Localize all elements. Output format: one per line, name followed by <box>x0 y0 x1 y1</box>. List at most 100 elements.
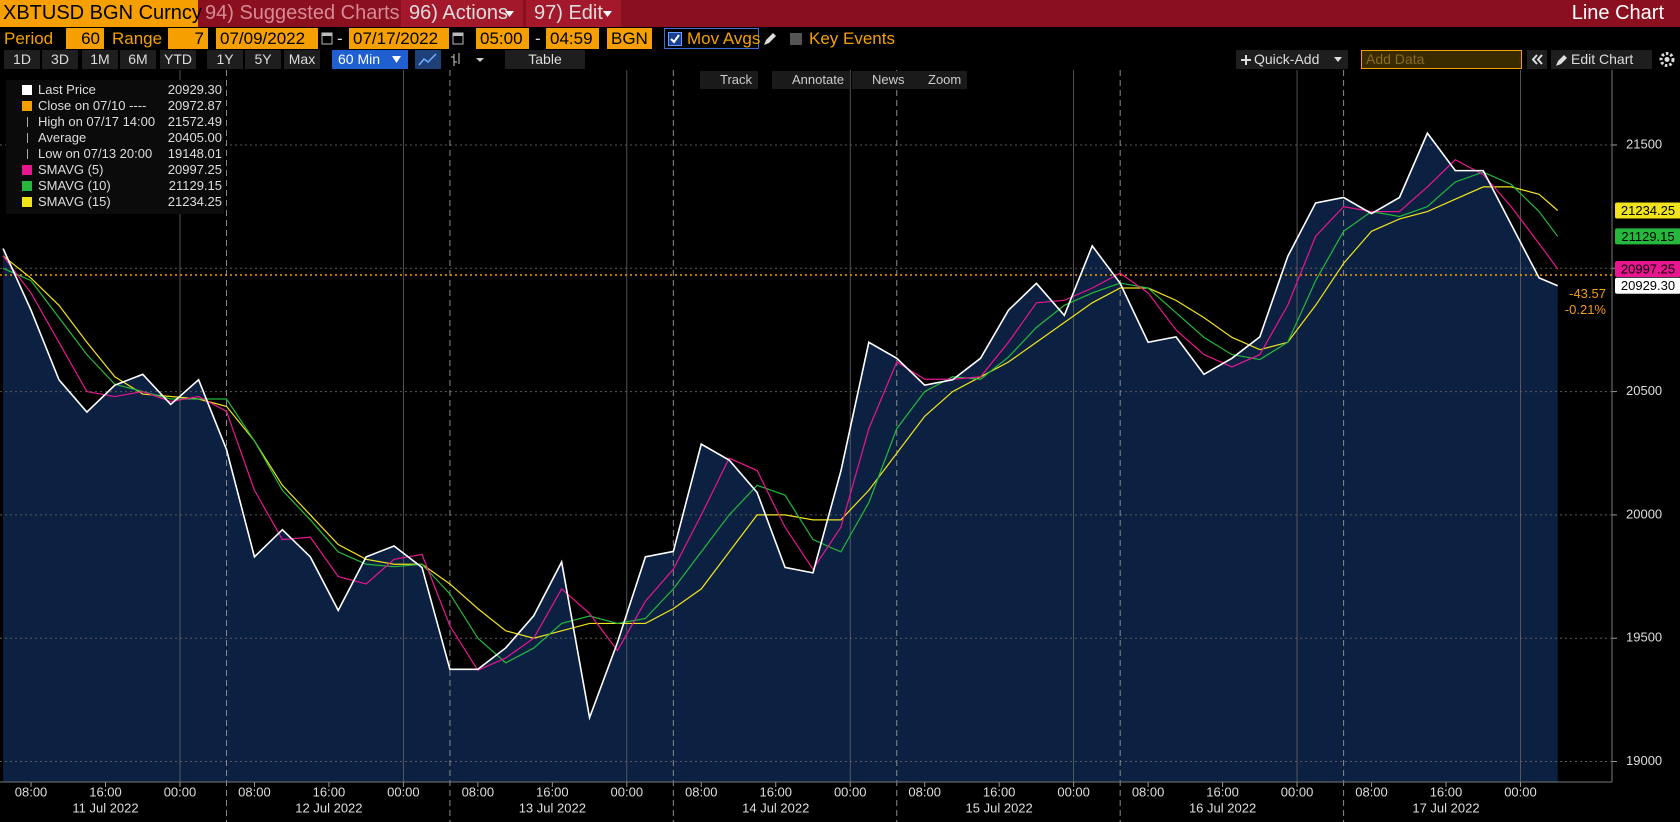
legend-row: SMAVG (10) 21129.15 <box>6 178 224 194</box>
value-tag-label: 21129.15 <box>1621 229 1674 244</box>
legend-icon <box>27 117 29 127</box>
legend-name: Close on 07/10 ---- <box>38 98 147 113</box>
interval[interactable]: 60 Min <box>332 50 408 69</box>
quick-add[interactable]: Quick-Add <box>1236 50 1348 69</box>
legend-value: 20997.25 <box>167 162 222 177</box>
end-time[interactable]: 04:59 <box>546 28 599 49</box>
day-label: 12 Jul 2022 <box>295 800 362 815</box>
menu-label: 97) Edit <box>534 2 603 24</box>
legend-icon <box>22 181 32 191</box>
legend-value: 21572.49 <box>167 114 222 129</box>
x-tick-label: 08:00 <box>15 784 48 799</box>
menu-edit[interactable]: 97) Edit <box>526 0 621 27</box>
dash: - <box>535 29 541 48</box>
legend-row: SMAVG (15) 21234.25 <box>6 194 224 210</box>
range-input[interactable]: 7 <box>168 28 208 49</box>
x-tick-label: 16:00 <box>1430 784 1463 799</box>
range-button[interactable]: 1Y <box>207 50 243 69</box>
edit-chart-label: Edit Chart <box>1571 51 1634 67</box>
dropdown-icon <box>505 11 514 17</box>
y-tick-label: 19500 <box>1626 630 1662 645</box>
series-line <box>2 131 1559 721</box>
range-button[interactable]: 6M <box>120 50 156 69</box>
x-tick-label: 16:00 <box>1206 784 1239 799</box>
collapse-icon[interactable] <box>1527 50 1547 69</box>
x-tick-label: 08:00 <box>238 784 271 799</box>
x-tick-label: 16:00 <box>759 784 792 799</box>
value-tag-label: 21234.25 <box>1621 203 1675 218</box>
x-tick-label: 16:00 <box>313 784 346 799</box>
legend-row: High on 07/17 14:00 21572.49 <box>6 114 224 130</box>
tool-button[interactable]: Annotate <box>772 71 851 89</box>
add-data-input[interactable]: Add Data <box>1361 50 1522 69</box>
day-label: 13 Jul 2022 <box>519 800 586 815</box>
legend-icon <box>22 165 32 175</box>
y-tick-label: 20000 <box>1626 506 1662 521</box>
x-tick-label: 08:00 <box>908 784 941 799</box>
pencil-icon[interactable] <box>762 31 778 47</box>
mov-avgs-toggle[interactable]: Mov Avgs <box>664 28 760 49</box>
range-button[interactable]: 1D <box>4 50 40 69</box>
chart-type-icons[interactable] <box>414 50 494 69</box>
security[interactable]: XBTUSD BGN Curncy <box>0 0 202 27</box>
checkbox[interactable] <box>668 32 682 46</box>
x-tick-label: 08:00 <box>1132 784 1165 799</box>
range-button[interactable]: 1M <box>82 50 118 69</box>
dropdown-icon <box>1334 57 1342 62</box>
range-button[interactable]: 5Y <box>245 50 281 69</box>
series-line <box>2 159 1559 672</box>
legend-value: 20405.00 <box>167 130 222 145</box>
legend-icon <box>27 149 29 159</box>
legend-icon <box>22 85 32 95</box>
menu-label: 96) Actions <box>409 2 508 24</box>
series-line <box>2 186 1559 639</box>
day-label: 14 Jul 2022 <box>742 800 809 815</box>
edit-chart[interactable]: Edit Chart <box>1551 50 1652 69</box>
start-time[interactable]: 05:00 <box>476 28 529 49</box>
legend-row: Low on 07/13 20:00 19148.01 <box>6 146 224 162</box>
checkbox[interactable] <box>790 33 802 45</box>
y-tick-label: 19000 <box>1626 753 1662 768</box>
x-tick-label: 08:00 <box>1355 784 1388 799</box>
range-button[interactable]: 3D <box>42 50 78 69</box>
x-tick-label: 00:00 <box>164 784 197 799</box>
value-tag <box>1615 202 1680 219</box>
settings-icon[interactable] <box>1657 50 1677 69</box>
end-date[interactable]: 07/17/2022 <box>349 28 449 49</box>
start-date[interactable]: 07/09/2022 <box>216 28 318 49</box>
view-title: Line Chart <box>1571 2 1664 24</box>
legend-value: 21129.15 <box>168 178 222 193</box>
dash: - <box>337 29 343 48</box>
source[interactable]: BGN <box>607 28 652 49</box>
range-button[interactable]: YTD <box>160 50 196 69</box>
tool-button[interactable]: Zoom <box>908 71 968 89</box>
x-tick-label: 00:00 <box>1281 784 1314 799</box>
price-area <box>3 133 1558 782</box>
calendar-icon[interactable] <box>321 31 333 45</box>
tool-button[interactable]: News <box>852 71 911 89</box>
x-tick-label: 08:00 <box>462 784 495 799</box>
x-tick-label: 16:00 <box>89 784 122 799</box>
key-events[interactable]: Key Events <box>809 29 895 48</box>
legend-name: Low on 07/13 20:00 <box>38 146 153 161</box>
change: -43.57 <box>1569 286 1606 301</box>
x-tick-label: 00:00 <box>611 784 644 799</box>
table-button[interactable]: Table <box>505 50 585 69</box>
legend-name: SMAVG (10) <box>38 178 111 193</box>
calendar-icon[interactable] <box>452 31 464 45</box>
menu-suggested[interactable]: 94) Suggested Charts <box>205 2 400 24</box>
legend-icon <box>27 133 29 143</box>
day-label: 17 Jul 2022 <box>1412 800 1479 815</box>
legend-name: Last Price <box>38 82 96 97</box>
value-tag <box>1615 260 1680 277</box>
value-tag <box>1615 228 1680 245</box>
pencil-icon <box>1556 55 1567 66</box>
legend-row: Average 20405.00 <box>6 130 224 146</box>
menu-actions[interactable]: 96) Actions <box>401 0 523 27</box>
range-button[interactable]: Max <box>284 50 320 69</box>
x-tick-label: 00:00 <box>1504 784 1537 799</box>
tool-button[interactable]: Track <box>700 71 759 89</box>
period-input[interactable]: 60 <box>66 28 104 49</box>
period-label: Period <box>4 29 54 48</box>
